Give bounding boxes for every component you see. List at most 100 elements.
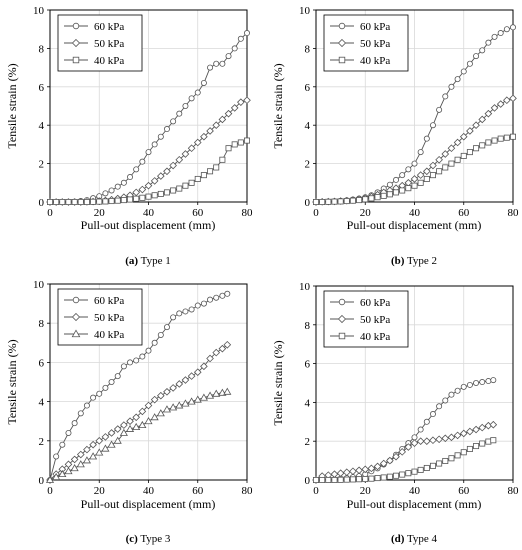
data-point <box>411 468 418 475</box>
data-point <box>472 425 480 434</box>
data-point <box>417 426 424 433</box>
data-point <box>417 149 424 156</box>
y-tick-label: 4 <box>39 397 45 409</box>
data-point <box>343 476 350 483</box>
data-point <box>163 387 171 396</box>
data-point <box>96 198 103 205</box>
x-axis-label: Pull-out displacement (mm) <box>347 218 482 232</box>
data-point <box>416 437 425 446</box>
data-point <box>193 368 202 377</box>
data-point <box>231 141 238 148</box>
data-point <box>393 472 400 479</box>
data-point <box>485 438 492 445</box>
data-point <box>169 161 177 170</box>
data-point <box>212 348 221 357</box>
legend-marker <box>72 296 80 304</box>
legend-marker <box>71 38 81 48</box>
series-3 <box>312 437 497 483</box>
data-point <box>207 168 214 175</box>
data-point <box>459 132 468 141</box>
data-point <box>423 464 430 471</box>
data-point <box>150 177 159 185</box>
data-point <box>509 24 516 31</box>
data-point <box>207 296 214 303</box>
data-point <box>473 53 480 60</box>
data-point <box>225 145 232 152</box>
data-point <box>114 373 121 380</box>
x-tick-label: 0 <box>313 207 319 219</box>
data-point <box>95 448 104 456</box>
data-point <box>411 160 418 167</box>
data-point <box>187 397 196 405</box>
data-point <box>182 182 189 189</box>
x-tick-label: 60 <box>458 207 470 219</box>
data-point <box>393 176 400 183</box>
caption-text: Type 3 <box>138 533 171 545</box>
data-point <box>200 172 207 179</box>
data-point <box>448 455 455 462</box>
data-point <box>89 440 97 449</box>
y-tick-label: 10 <box>299 281 311 293</box>
data-point <box>479 440 486 447</box>
legend-label: 50 kPa <box>360 314 390 326</box>
data-point <box>459 429 468 438</box>
data-point <box>170 187 177 194</box>
data-point <box>473 145 480 152</box>
x-tick-label: 0 <box>47 485 53 497</box>
y-tick-label: 2 <box>39 436 45 448</box>
data-point <box>466 127 474 135</box>
data-point <box>398 448 407 456</box>
legend-label: 40 kPa <box>360 55 390 67</box>
data-point <box>200 362 208 371</box>
legend-item: 40 kPa <box>330 331 390 343</box>
data-point <box>319 198 326 205</box>
data-point <box>466 149 473 156</box>
data-point <box>101 444 110 452</box>
data-point <box>485 39 492 46</box>
data-point <box>133 357 140 364</box>
data-point <box>59 441 66 448</box>
data-point <box>151 339 158 346</box>
data-point <box>343 198 350 205</box>
data-point <box>218 115 227 124</box>
caption-letter: (d) <box>391 533 405 545</box>
y-tick-label: 10 <box>33 5 45 17</box>
data-point <box>448 391 455 398</box>
data-point <box>337 476 344 483</box>
data-point <box>497 135 504 142</box>
series-3 <box>312 133 516 205</box>
data-point <box>96 390 103 397</box>
x-tick-label: 60 <box>458 485 470 497</box>
data-point <box>223 340 232 349</box>
data-point <box>496 100 505 108</box>
legend-item: 60 kPa <box>330 21 390 33</box>
data-point <box>156 391 165 400</box>
data-point <box>337 198 344 205</box>
data-point <box>108 187 115 194</box>
y-tick-label: 8 <box>39 43 45 55</box>
data-point <box>490 437 497 444</box>
x-tick-label: 60 <box>192 485 204 497</box>
data-point <box>224 290 231 297</box>
y-tick-label: 2 <box>39 159 45 171</box>
legend-label: 60 kPa <box>94 21 124 33</box>
data-point <box>139 353 146 360</box>
data-point <box>485 139 492 146</box>
data-point <box>194 89 201 96</box>
data-point <box>170 314 177 321</box>
caption-text: Type 2 <box>404 255 437 267</box>
data-point <box>356 476 363 483</box>
data-point <box>393 189 400 196</box>
data-point <box>386 456 394 465</box>
data-point <box>70 455 79 464</box>
data-point <box>114 197 121 204</box>
data-point <box>206 354 214 363</box>
data-point <box>349 197 356 204</box>
x-tick-label: 80 <box>508 485 520 497</box>
y-tick-label: 2 <box>305 436 311 448</box>
data-point <box>447 144 456 153</box>
data-point <box>429 436 437 445</box>
data-point <box>102 190 109 197</box>
data-point <box>176 310 183 317</box>
data-point <box>45 475 55 483</box>
